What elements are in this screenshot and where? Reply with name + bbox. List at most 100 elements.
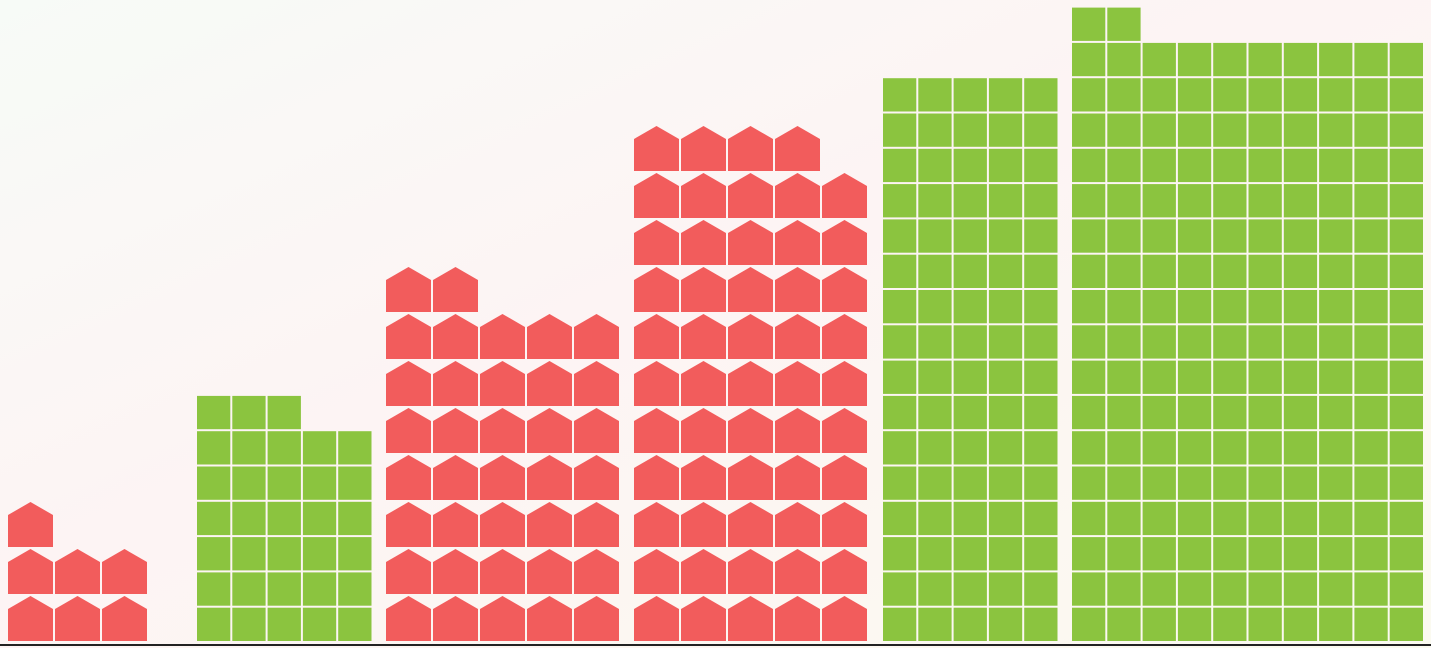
square-unit: [1389, 113, 1423, 147]
square-unit: [1142, 325, 1176, 359]
square-unit: [1213, 537, 1247, 571]
square-unit: [883, 254, 917, 288]
square-unit: [1213, 78, 1247, 112]
square-unit: [953, 254, 987, 288]
house-unit: [527, 408, 572, 453]
square-unit: [1248, 42, 1282, 77]
house-unit: [775, 173, 820, 218]
square-unit: [1354, 501, 1388, 536]
square-unit: [1389, 360, 1423, 394]
square-unit: [1354, 148, 1388, 183]
house-unit: [433, 549, 478, 594]
square-unit: [1354, 184, 1388, 218]
house-unit: [775, 408, 820, 453]
square-unit: [1213, 607, 1247, 641]
square-unit: [1283, 466, 1318, 500]
house-unit: [386, 361, 431, 406]
house-unit: [681, 314, 726, 359]
house-unit: [480, 549, 525, 594]
square-unit: [1283, 113, 1318, 147]
square-unit: [988, 325, 1023, 359]
square-unit: [1142, 607, 1176, 641]
square-unit: [1177, 78, 1212, 112]
square-unit: [1283, 537, 1318, 571]
square-unit: [1354, 113, 1388, 147]
square-unit: [1107, 431, 1141, 465]
house-unit: [433, 455, 478, 500]
house-unit: [634, 455, 679, 500]
square-unit: [267, 537, 301, 571]
square-unit: [953, 113, 987, 147]
square-unit: [918, 325, 952, 359]
square-unit: [1177, 219, 1212, 253]
square-unit: [1248, 325, 1282, 359]
square-unit: [1319, 148, 1353, 183]
house-unit: [527, 455, 572, 500]
square-unit: [1354, 219, 1388, 253]
square-unit: [1248, 466, 1282, 500]
house-unit: [681, 173, 726, 218]
square-unit: [1389, 290, 1423, 324]
square-unit: [232, 537, 266, 571]
house-unit: [574, 361, 619, 406]
square-unit: [1213, 572, 1247, 606]
square-unit: [1072, 466, 1106, 500]
square-unit: [302, 572, 337, 606]
square-unit: [1248, 395, 1282, 430]
square-unit: [1283, 572, 1318, 606]
square-unit: [1024, 501, 1058, 536]
house-unit: [527, 596, 572, 641]
square-unit: [883, 431, 917, 465]
square-unit: [1283, 148, 1318, 183]
square-unit: [953, 537, 987, 571]
square-unit: [1389, 466, 1423, 500]
square-unit: [232, 607, 266, 641]
unit-group: [197, 395, 372, 641]
square-unit: [1283, 184, 1318, 218]
square-unit: [338, 607, 372, 641]
square-unit: [1177, 537, 1212, 571]
house-unit: [681, 220, 726, 265]
square-unit: [1389, 395, 1423, 430]
house-unit: [728, 549, 773, 594]
square-unit: [883, 148, 917, 183]
square-unit: [1354, 537, 1388, 571]
square-unit: [1072, 431, 1106, 465]
square-unit: [1319, 184, 1353, 218]
square-unit: [338, 537, 372, 571]
square-unit: [1177, 325, 1212, 359]
square-unit: [1107, 7, 1141, 41]
house-unit: [822, 549, 867, 594]
square-unit: [883, 290, 917, 324]
house-unit: [822, 267, 867, 312]
square-unit: [953, 431, 987, 465]
square-unit: [1354, 290, 1388, 324]
square-unit: [1024, 537, 1058, 571]
square-unit: [1213, 254, 1247, 288]
square-unit: [197, 501, 231, 536]
square-unit: [1177, 113, 1212, 147]
square-unit: [1177, 466, 1212, 500]
house-unit: [634, 173, 679, 218]
square-unit: [953, 78, 987, 112]
house-unit: [775, 596, 820, 641]
square-unit: [1072, 572, 1106, 606]
house-unit: [634, 361, 679, 406]
square-unit: [1283, 290, 1318, 324]
square-unit: [1142, 290, 1176, 324]
square-unit: [1283, 42, 1318, 77]
house-unit: [480, 361, 525, 406]
house-unit: [480, 455, 525, 500]
square-unit: [1024, 148, 1058, 183]
square-unit: [988, 572, 1023, 606]
square-unit: [1213, 290, 1247, 324]
house-unit: [433, 596, 478, 641]
square-unit: [1354, 325, 1388, 359]
square-unit: [953, 395, 987, 430]
square-unit: [1283, 360, 1318, 394]
square-unit: [1072, 148, 1106, 183]
house-unit: [728, 502, 773, 547]
house-unit: [775, 549, 820, 594]
square-unit: [918, 501, 952, 536]
square-unit: [1319, 607, 1353, 641]
